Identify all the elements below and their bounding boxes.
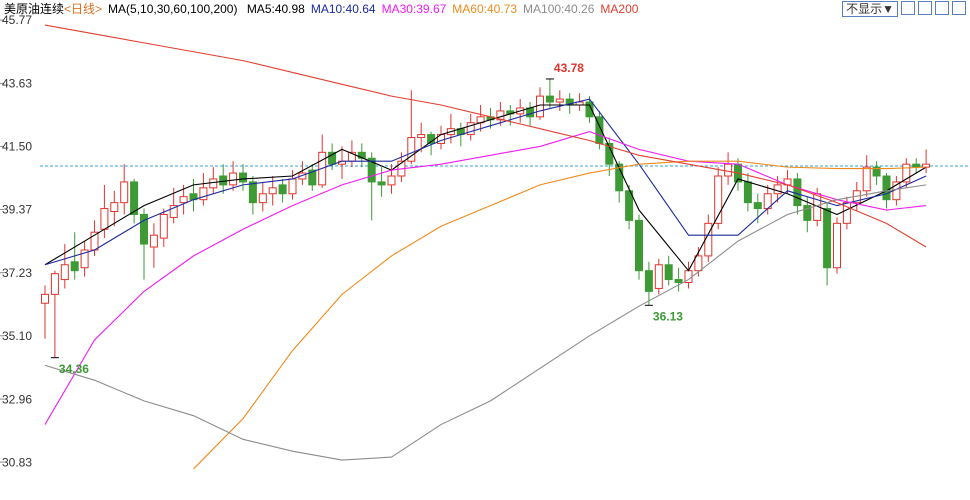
- icon-button[interactable]: [935, 1, 949, 15]
- legend-entry: MA10:40.64: [310, 2, 376, 16]
- toolbar: 不显示▼: [842, 1, 966, 17]
- legend-entry: MA200: [600, 2, 639, 16]
- header: 美原油连续<日线> MA(5,10,30,60,100,200) MA5:40.9…: [4, 0, 650, 18]
- candle-body: [536, 95, 544, 118]
- candle-body: [159, 213, 168, 239]
- candle-body: [912, 163, 921, 168]
- legend-entry: MA100:40.26: [523, 2, 595, 16]
- y-tick-label: 41.50: [2, 140, 32, 154]
- candle-body: [625, 190, 634, 221]
- candle-body: [219, 175, 228, 186]
- candle-body: [753, 202, 762, 210]
- candle-body: [882, 175, 891, 201]
- candle-body: [258, 193, 267, 204]
- candle-body: [169, 205, 178, 218]
- candle-body: [140, 213, 148, 245]
- candle-body: [377, 181, 386, 186]
- candle-body: [793, 178, 802, 207]
- y-tick-label: 32.96: [2, 392, 32, 406]
- y-tick-label: 43.63: [2, 77, 32, 91]
- candle-body: [268, 187, 277, 195]
- candle-body: [654, 264, 663, 289]
- y-tick-label: 30.83: [2, 455, 32, 469]
- ma-line: [44, 184, 927, 461]
- candle-body: [724, 163, 733, 177]
- candle-body: [714, 175, 723, 224]
- candle-body: [149, 234, 158, 248]
- y-tick-label: 45.77: [2, 13, 32, 27]
- candle-body: [694, 255, 703, 272]
- y-tick-label: 37.23: [2, 266, 32, 280]
- candle-body: [229, 172, 238, 186]
- ma-line: [44, 24, 927, 248]
- candle-body: [902, 163, 911, 183]
- ma-params: MA(5,10,30,60,100,200): [108, 2, 238, 16]
- candle-body: [328, 151, 337, 165]
- candle-body: [248, 181, 257, 204]
- candle-body: [526, 107, 535, 118]
- candle-body: [555, 98, 564, 103]
- ma-line: [44, 131, 927, 425]
- candle-body: [80, 249, 89, 269]
- instrument: 美原油连续: [4, 2, 65, 16]
- legend-entry: MA60:40.73: [452, 2, 518, 16]
- candle-body: [743, 181, 752, 204]
- candle-body: [239, 172, 247, 183]
- candle-body: [100, 208, 109, 230]
- candle-body: [199, 187, 208, 201]
- legend: MA5:40.98 MA10:40.64 MA30:39.67 MA60:40.73 M…: [247, 2, 645, 16]
- ma-line: [193, 160, 927, 470]
- period[interactable]: <日线>: [64, 2, 103, 16]
- y-tick-label: 35.10: [2, 329, 32, 343]
- candle-body: [407, 137, 416, 162]
- candle-body: [545, 95, 554, 103]
- candle-body: [615, 163, 624, 192]
- candle-body: [288, 178, 297, 195]
- candle-body: [803, 205, 812, 221]
- candle-body: [278, 184, 287, 195]
- candle-body: [41, 293, 49, 304]
- icon-button[interactable]: [918, 1, 932, 15]
- legend-entry: MA30:39.67: [381, 2, 447, 16]
- candle-body: [664, 264, 673, 281]
- icon-button[interactable]: [952, 1, 966, 15]
- candle-body: [833, 222, 841, 269]
- hide-button[interactable]: 不显示▼: [842, 1, 898, 17]
- candle-body: [417, 134, 426, 139]
- candle-body: [585, 101, 594, 118]
- candle-body: [644, 270, 653, 292]
- candle-body: [674, 279, 683, 284]
- ma-line: [44, 98, 927, 266]
- candle-body: [367, 157, 376, 183]
- candle-body: [862, 166, 871, 192]
- candle-body: [387, 175, 396, 186]
- annotation-label: 34.36: [59, 362, 89, 376]
- candle-body: [209, 178, 218, 189]
- candle-body: [635, 219, 643, 272]
- annotation-label: 43.78: [554, 61, 584, 75]
- candle-body: [130, 181, 139, 215]
- candle-body: [50, 273, 59, 295]
- candle-body: [298, 172, 307, 180]
- candle-body: [842, 202, 851, 224]
- y-tick-label: 39.37: [2, 203, 32, 217]
- icon-button[interactable]: [901, 1, 915, 15]
- candle-body: [872, 166, 881, 177]
- ma-line: [44, 104, 927, 272]
- candle-body: [179, 196, 188, 204]
- candle-body: [60, 264, 69, 281]
- candle-body: [120, 181, 129, 204]
- candle-body: [823, 208, 832, 269]
- candle-body: [308, 169, 317, 186]
- annotation-label: 36.13: [653, 309, 683, 323]
- candle-body: [70, 261, 79, 272]
- candle-body: [773, 184, 782, 195]
- legend-entry: MA5:40.98: [246, 2, 305, 16]
- candle-body: [110, 202, 119, 213]
- candle-body: [466, 122, 475, 136]
